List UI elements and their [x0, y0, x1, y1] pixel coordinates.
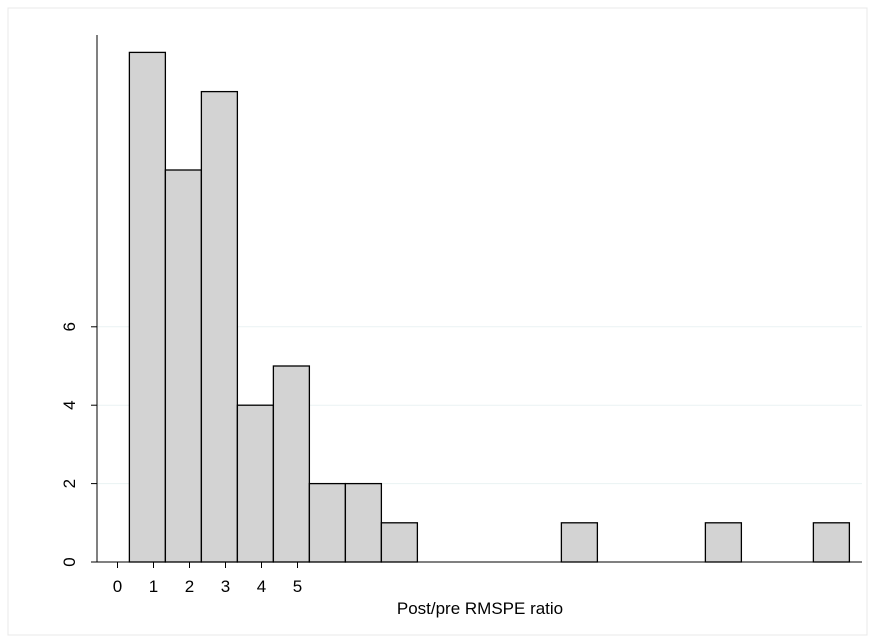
histogram-bar — [704, 522, 743, 563]
histogram-bar — [200, 90, 239, 563]
y-tick-label: 0 — [60, 557, 79, 566]
histogram-bar — [236, 404, 275, 563]
histogram-bar — [560, 522, 599, 563]
axes-layer — [96, 35, 862, 563]
x-tick-label: 3 — [221, 577, 230, 596]
x-tick-label: 1 — [149, 577, 158, 596]
x-axis-title: Post/pre RMSPE ratio — [397, 599, 563, 618]
y-tick-label: 2 — [60, 479, 79, 488]
histogram-bar — [128, 51, 167, 563]
x-tick-label: 0 — [113, 577, 122, 596]
histogram-bar — [308, 482, 347, 563]
y-tick-label: 4 — [60, 400, 79, 409]
outer-frame — [7, 7, 868, 636]
bars-layer — [128, 51, 851, 563]
histogram-bar — [272, 365, 311, 563]
histogram-bar — [164, 169, 203, 563]
y-tick-label: 6 — [60, 322, 79, 331]
x-tick-label: 2 — [185, 577, 194, 596]
histogram-bar — [344, 482, 383, 563]
histogram-bar — [380, 522, 419, 563]
histogram-bar — [812, 522, 851, 563]
ticks-layer: 0 2 4 6 0 1 2 3 4 5 — [60, 322, 302, 596]
x-tick-label: 5 — [293, 577, 302, 596]
x-tick-label: 4 — [257, 577, 266, 596]
